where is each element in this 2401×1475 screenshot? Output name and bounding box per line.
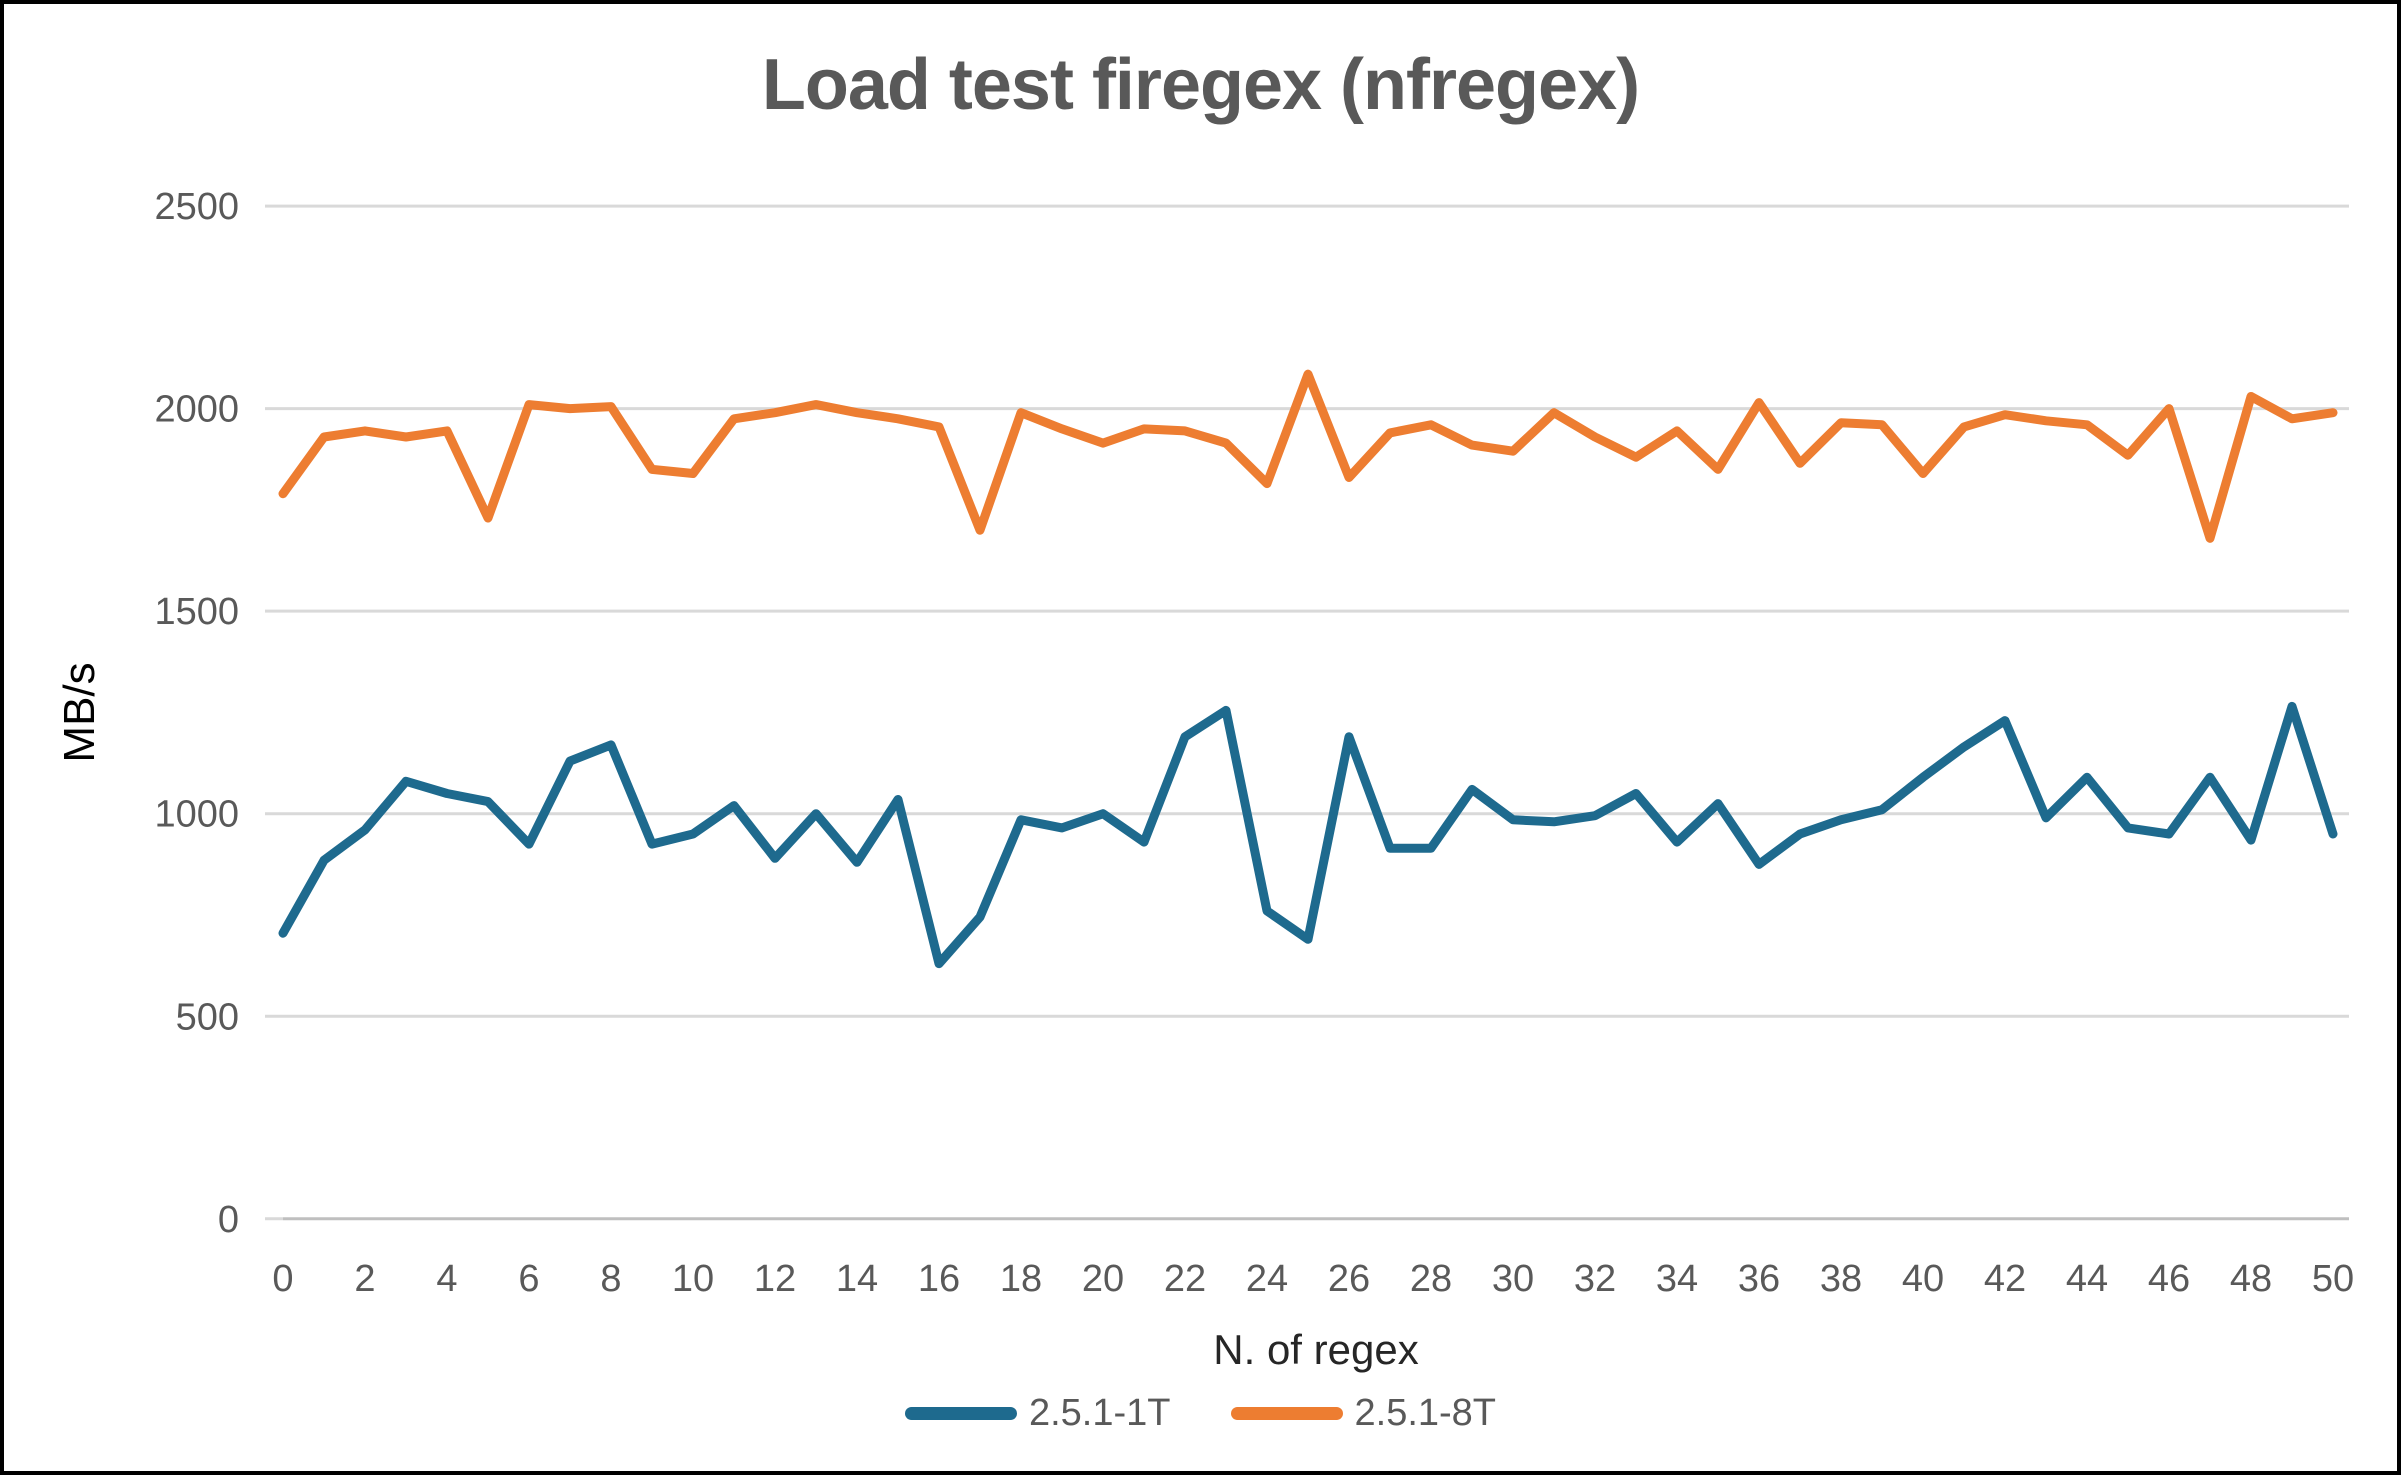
y-tick-label: 0 [218, 1199, 239, 1241]
x-tick-label: 32 [1574, 1258, 1616, 1300]
x-tick-label: 40 [1902, 1258, 1944, 1300]
series-line-2.5.1-1T [278, 701, 2338, 969]
x-tick-label: 26 [1328, 1258, 1370, 1300]
legend-item-series-1t: 2.5.1-1T [904, 1392, 1171, 1435]
y-axis-title: MB/s [55, 662, 104, 762]
x-tick-label: 38 [1820, 1258, 1862, 1300]
y-tick-label: 500 [176, 996, 239, 1038]
y-tick-label: 1500 [154, 591, 239, 633]
x-tick-label: 18 [1000, 1258, 1042, 1300]
chart-title: Load test firegex (nfregex) [761, 45, 1640, 125]
legend-swatch-1t [904, 1407, 1017, 1420]
series-line-2.5.1-8T [278, 369, 2338, 543]
x-tick-label: 2 [354, 1258, 375, 1300]
x-tick-label: 34 [1656, 1258, 1698, 1300]
y-tick-label: 2000 [154, 389, 239, 431]
x-tick-label: 10 [672, 1258, 714, 1300]
x-tick-label: 28 [1410, 1258, 1452, 1300]
legend-label-8t: 2.5.1-8T [1354, 1392, 1497, 1434]
x-tick-label: 0 [272, 1258, 293, 1300]
x-tick-label: 12 [754, 1258, 796, 1300]
x-tick-label: 30 [1492, 1258, 1534, 1300]
x-tick-label: 50 [2312, 1258, 2354, 1300]
x-tick-label: 36 [1738, 1258, 1780, 1300]
x-tick-label: 48 [2230, 1258, 2272, 1300]
x-tick-label: 24 [1246, 1258, 1288, 1300]
x-tick-label: 22 [1164, 1258, 1206, 1300]
x-tick-label: 6 [518, 1258, 539, 1300]
x-tick-label: 20 [1082, 1258, 1124, 1300]
legend-item-series-8t: 2.5.1-8T [1230, 1392, 1497, 1435]
x-tick-label: 42 [1984, 1258, 2026, 1300]
x-tick-label: 16 [918, 1258, 960, 1300]
x-axis-title: N. of regex [1213, 1326, 1418, 1373]
y-tick-label: 2500 [154, 186, 239, 228]
legend-label-1t: 2.5.1-1T [1028, 1392, 1171, 1434]
x-tick-label: 4 [436, 1258, 457, 1300]
x-tick-label: 44 [2066, 1258, 2108, 1300]
x-tick-label: 14 [836, 1258, 878, 1300]
chart-legend: 2.5.1-1T 2.5.1-8T [4, 1392, 2397, 1435]
y-tick-label: 1000 [154, 794, 239, 836]
x-tick-label: 46 [2148, 1258, 2190, 1300]
legend-swatch-8t [1230, 1407, 1343, 1420]
x-tick-label: 8 [600, 1258, 621, 1300]
